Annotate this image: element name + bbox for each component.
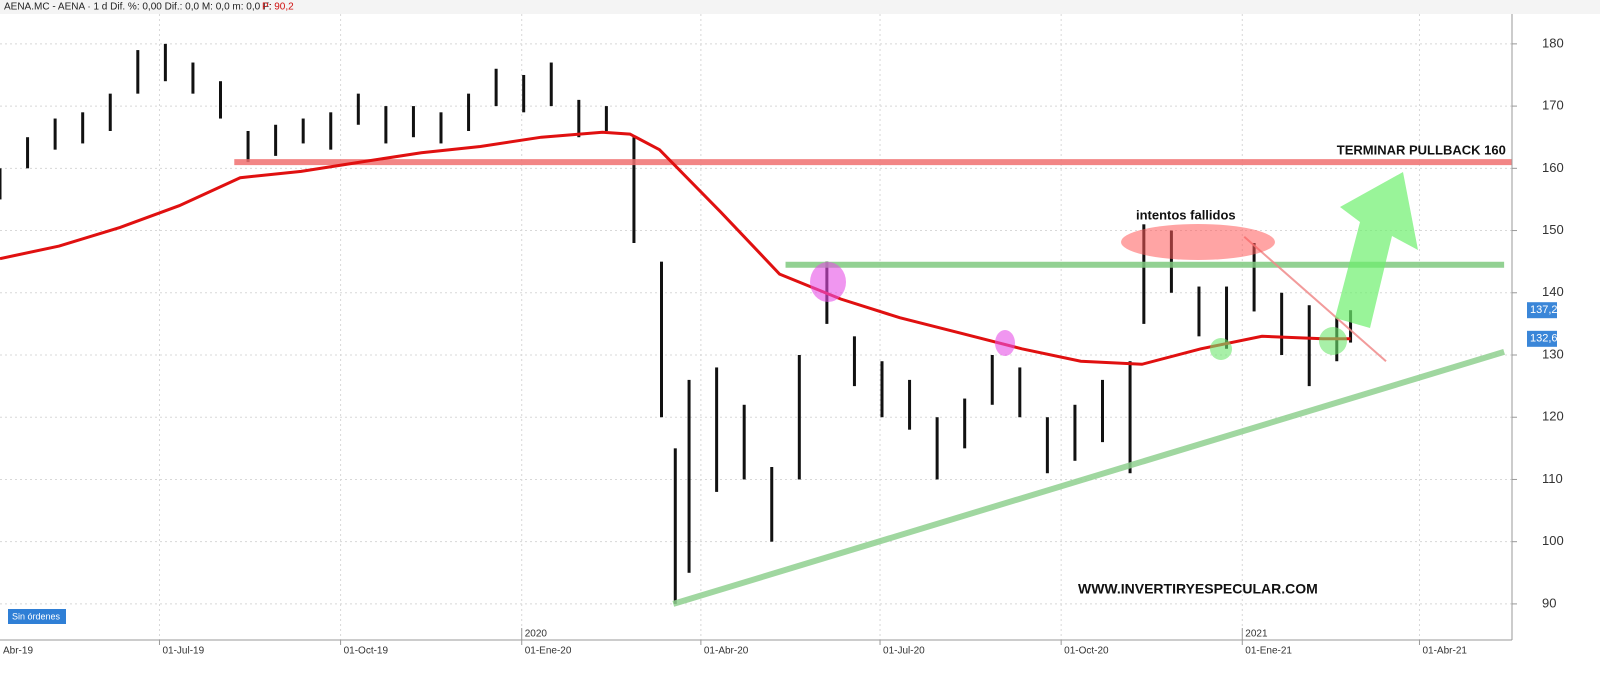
price-bar [163, 43, 167, 82]
price-bar [246, 130, 250, 163]
price-bar [301, 118, 305, 144]
y-tick-label: 90 [1542, 595, 1556, 610]
price-bar [1101, 379, 1104, 443]
price-bar [439, 112, 443, 144]
y-tick-label: 110 [1542, 471, 1563, 486]
y-tick-label: 170 [1542, 98, 1564, 113]
badge: Sin órdenes [12, 611, 61, 621]
highlight-circle [810, 262, 846, 302]
price-bar [742, 404, 746, 480]
y-tick-label: 160 [1542, 160, 1564, 175]
watermark: WWW.INVERTIRYESPECULAR.COM [1078, 581, 1318, 597]
last-value-box [1527, 302, 1557, 319]
y-tick-label: 150 [1542, 222, 1564, 237]
price-bar [329, 112, 333, 150]
last-value-box [1527, 330, 1557, 347]
year-tick-label: 2021 [1245, 629, 1268, 640]
highlight-circle [995, 330, 1015, 356]
y-tick-label: 140 [1542, 284, 1564, 299]
x-tick-label: Abr-19 [3, 646, 33, 657]
price-bar [880, 361, 884, 418]
price-bar [0, 168, 2, 200]
price-bar [770, 467, 774, 542]
y-tick-label: 100 [1542, 533, 1564, 548]
x-tick-label: 01-Abr-21 [1422, 646, 1467, 657]
price-bar [1307, 305, 1311, 387]
price-bar [108, 93, 112, 131]
price-bar [549, 62, 553, 107]
price-bar [81, 112, 85, 144]
price-bar [191, 62, 195, 94]
price-bar [1197, 286, 1201, 337]
price-bar [53, 118, 57, 150]
price-bar [687, 379, 691, 573]
price-bar [219, 81, 222, 119]
level-line [1243, 236, 1387, 362]
price-bar [577, 99, 581, 138]
x-tick-label: 01-Abr-20 [704, 646, 749, 657]
price-bar [673, 448, 677, 604]
price-bar [852, 336, 856, 387]
annotation: TERMINAR PULLBACK 160 [1337, 142, 1506, 157]
price-bar [797, 355, 801, 480]
price-bar [1169, 230, 1173, 293]
header-bar [0, 0, 1600, 14]
highlight-circle [1319, 327, 1347, 355]
price-bar [356, 93, 360, 125]
price-bar [467, 93, 471, 131]
price-bar [1045, 417, 1049, 474]
moving-average [0, 130, 1351, 366]
price-bar [384, 106, 388, 144]
x-tick-label: 01-Oct-19 [344, 646, 389, 657]
price-bar [494, 68, 498, 107]
price-bar [632, 137, 636, 243]
price-bar [1349, 310, 1353, 343]
header-text: AENA.MC - AENA · 1 d Dif. %: 0,00 Dif.: … [4, 2, 272, 13]
price-bar [522, 74, 526, 113]
highlight-circle [1210, 338, 1232, 360]
price-bar [908, 379, 912, 430]
year-tick-label: 2020 [525, 629, 548, 640]
price-bar [1252, 242, 1256, 312]
price-bar [136, 50, 140, 94]
header-highlight: P: 90,2 [262, 2, 294, 13]
y-tick-label: 120 [1542, 409, 1564, 424]
price-bar [274, 124, 278, 156]
price-bar [411, 106, 415, 138]
last-value-label: 137,2 [1530, 304, 1558, 316]
price-bar [604, 106, 608, 131]
price-bar [1073, 404, 1077, 461]
up-arrow [1335, 172, 1418, 328]
price-bar [935, 417, 939, 480]
x-tick-label: 01-Ene-21 [1245, 646, 1292, 657]
price-bar [1280, 292, 1284, 356]
grid [0, 14, 1512, 640]
x-tick-label: 01-Ene-20 [525, 646, 572, 657]
highlight-ellipse [1121, 224, 1275, 260]
y-tick-label: 180 [1542, 35, 1564, 50]
x-tick-label: 01-Jul-19 [162, 646, 204, 657]
y-tick-label: 130 [1542, 346, 1564, 361]
badge-bg [8, 609, 66, 624]
price-bar [990, 355, 994, 405]
price-bar [1018, 367, 1022, 418]
x-tick-label: 01-Jul-20 [883, 646, 925, 657]
price-bar [963, 398, 967, 449]
x-tick-label: 01-Oct-20 [1064, 646, 1109, 657]
price-bar [715, 367, 719, 492]
annotation: intentos fallidos [1136, 208, 1236, 223]
price-bar [1225, 286, 1229, 349]
last-value-label: 132,6 [1530, 333, 1558, 345]
price-bar [1128, 361, 1132, 474]
price-bar [1142, 224, 1146, 324]
level-line [672, 349, 1505, 607]
price-bar [660, 261, 663, 418]
price-bar [26, 137, 30, 169]
